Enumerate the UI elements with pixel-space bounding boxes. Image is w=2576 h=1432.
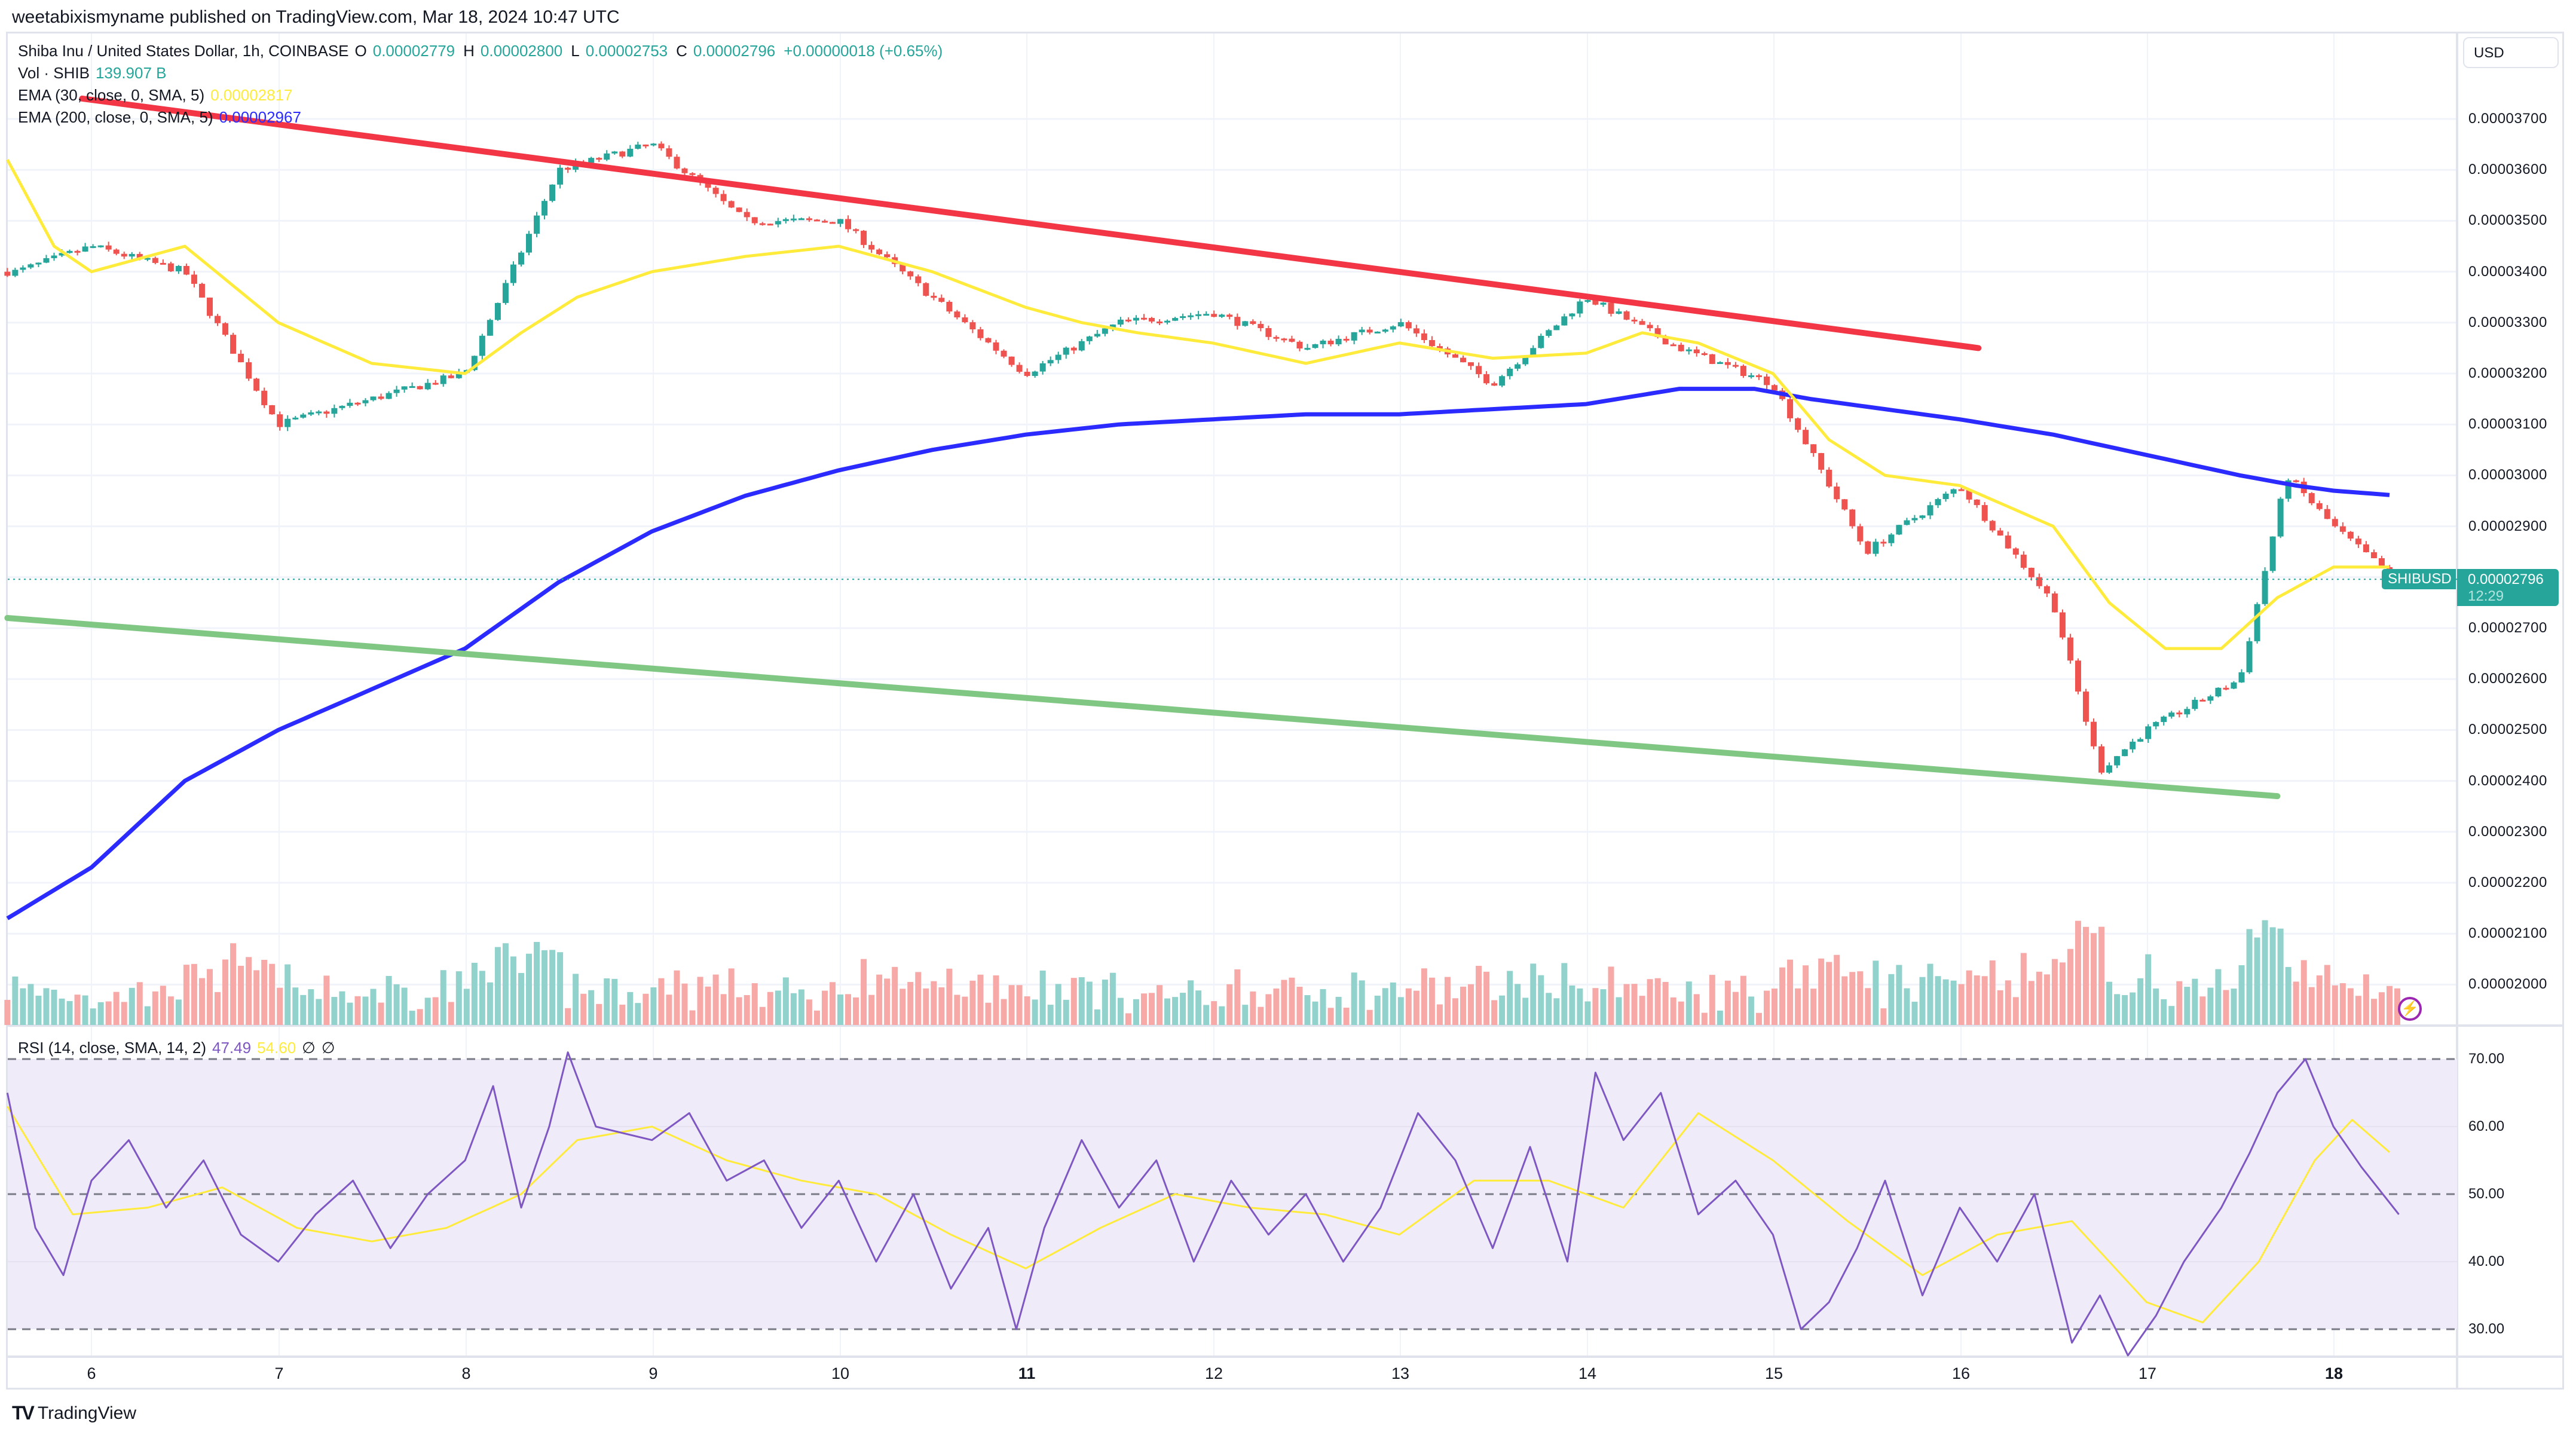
time-tick: 6	[87, 1364, 96, 1382]
price-tick: 0.00003400	[2468, 263, 2547, 280]
time-tick: 14	[1578, 1364, 1597, 1382]
time-tick: 18	[2324, 1364, 2344, 1382]
price-tick: 0.00002300	[2468, 823, 2547, 840]
time-tick: 10	[831, 1364, 850, 1382]
rsi-tick: 70.00	[2468, 1051, 2505, 1067]
price-tick: 0.00002200	[2468, 874, 2547, 891]
rsi-ma-value: 54.60	[257, 1039, 296, 1057]
tradingview-logo-icon: TV	[12, 1402, 35, 1424]
rsi-tick: 30.00	[2468, 1321, 2505, 1337]
bar-countdown: 12:29	[2468, 588, 2504, 604]
price-tick: 0.00003000	[2468, 467, 2547, 484]
price-tick: 0.00002600	[2468, 671, 2547, 687]
volume-value: 139.907 B	[95, 64, 167, 82]
price-tick: 0.00002400	[2468, 772, 2547, 789]
price-tick: 0.00002500	[2468, 721, 2547, 738]
price-tick: 0.00002100	[2468, 925, 2547, 942]
price-tick: 0.00003100	[2468, 416, 2547, 433]
rsi-tick: 60.00	[2468, 1118, 2505, 1134]
last-price: 0.00002796	[2468, 571, 2544, 588]
price-tick: 0.00003200	[2468, 365, 2547, 381]
time-tick: 11	[1018, 1364, 1036, 1382]
change-value: +0.00000018 (+0.65%)	[784, 42, 943, 60]
time-tick: 13	[1391, 1364, 1410, 1382]
time-tick: 12	[1204, 1364, 1223, 1382]
last-price-badge: 0.00002796 12:29	[2457, 569, 2559, 606]
rsi-tick: 40.00	[2468, 1253, 2505, 1269]
time-tick: 17	[2138, 1364, 2157, 1382]
high-value: 0.00002800	[480, 42, 563, 60]
symbol-badge: SHIBUSD	[2382, 569, 2456, 589]
symbol-legend: Shiba Inu / United States Dollar, 1h, CO…	[18, 42, 943, 60]
ema200-value: 0.00002967	[219, 108, 301, 126]
price-tick: 0.00003700	[2468, 111, 2547, 127]
published-caption: weetabixismyname published on TradingVie…	[12, 7, 620, 27]
rsi-empty-1: ∅	[302, 1039, 316, 1057]
rsi-legend: RSI (14, close, SMA, 14, 2) 47.49 54.60 ∅ ∅	[18, 1039, 335, 1057]
ema30-legend: EMA (30, close, 0, SMA, 5) 0.00002817	[18, 86, 293, 104]
time-tick: 16	[1951, 1364, 1971, 1382]
price-tick: 0.00002000	[2468, 976, 2547, 993]
symbol-title: Shiba Inu / United States Dollar, 1h, CO…	[18, 42, 349, 60]
rsi-tick: 50.00	[2468, 1186, 2505, 1202]
time-tick: 7	[274, 1364, 284, 1382]
price-tick: 0.00003600	[2468, 161, 2547, 178]
ema30-value: 0.00002817	[210, 86, 293, 104]
price-tick: 0.00003300	[2468, 314, 2547, 331]
time-tick: 8	[461, 1364, 471, 1382]
tradingview-logo[interactable]: TV TradingView	[12, 1402, 136, 1424]
lightning-icon[interactable]: ⚡	[2398, 997, 2422, 1021]
price-tick: 0.00002700	[2468, 620, 2547, 636]
price-tick: 0.00002900	[2468, 518, 2547, 534]
chart-frame	[6, 32, 2564, 1390]
time-tick: 9	[648, 1364, 658, 1382]
rsi-value: 47.49	[212, 1039, 252, 1057]
ema200-legend: EMA (200, close, 0, SMA, 5) 0.00002967	[18, 108, 301, 126]
close-value: 0.00002796	[693, 42, 776, 60]
time-tick: 15	[1764, 1364, 1783, 1382]
volume-legend: Vol · SHIB 139.907 B	[18, 64, 167, 82]
price-tick: 0.00003500	[2468, 212, 2547, 229]
low-value: 0.00002753	[585, 42, 668, 60]
currency-selector[interactable]: USD	[2463, 37, 2559, 68]
open-value: 0.00002779	[372, 42, 455, 60]
rsi-empty-2: ∅	[321, 1039, 335, 1057]
